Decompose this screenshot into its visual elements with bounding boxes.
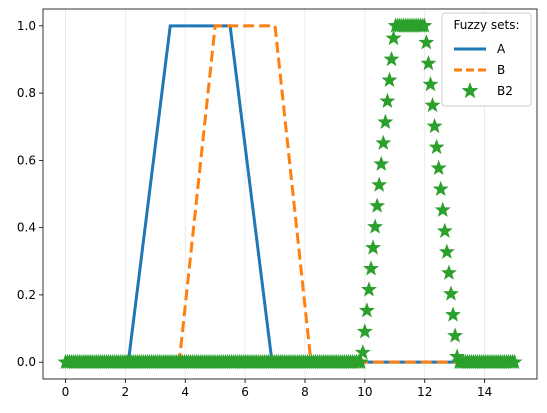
data-point [352, 353, 369, 369]
legend-label: B2 [497, 84, 513, 98]
y-tick-label: 0.4 [17, 221, 36, 235]
data-point [358, 302, 375, 318]
data-point [377, 113, 394, 129]
plot-series [57, 17, 523, 369]
legend-label: B [497, 63, 505, 77]
data-point [432, 180, 449, 196]
y-tick-label: 0.8 [17, 86, 36, 100]
data-point [375, 134, 392, 150]
plot-frame [42, 8, 538, 380]
legend-item-b: B [454, 63, 505, 77]
data-point [430, 159, 447, 176]
x-tick-label: 0 [62, 385, 70, 399]
data-point [361, 281, 377, 297]
legend-box [441, 12, 532, 107]
data-point [506, 353, 523, 369]
data-point [438, 243, 455, 259]
data-point [363, 260, 379, 276]
series-b2-markers [57, 17, 523, 369]
data-point [436, 222, 453, 238]
data-point [428, 138, 445, 155]
x-tick-label: 14 [477, 385, 492, 399]
legend-title: Fuzzy sets: [454, 18, 520, 32]
axes: 0 2 4 6 8 10 12 14 0.0 0.2 0.4 0.6 0.8 1.0 [17, 19, 492, 399]
legend-item-b2: B2 [461, 82, 513, 99]
x-tick-label: 8 [301, 385, 309, 399]
data-point [371, 176, 388, 192]
data-point [447, 327, 464, 343]
y-tick-label: 0.2 [17, 288, 36, 302]
data-point [445, 306, 461, 322]
data-point [373, 155, 390, 171]
legend: Fuzzy sets: AB B2 [441, 12, 532, 107]
data-point [385, 30, 402, 46]
x-tick-label: 10 [357, 385, 372, 399]
data-point [365, 239, 381, 255]
y-tick-label: 0.6 [17, 153, 36, 167]
data-point [434, 201, 451, 217]
legend-star-icon [461, 82, 479, 99]
data-point [356, 323, 373, 339]
x-tick-label: 6 [241, 385, 249, 399]
data-point [383, 50, 400, 67]
x-tick-label: 2 [122, 385, 130, 399]
data-point [369, 197, 386, 213]
data-point [443, 285, 459, 301]
data-point [426, 117, 443, 134]
data-point [420, 55, 437, 71]
data-point [379, 92, 396, 108]
data-point [416, 17, 433, 33]
y-tick-label: 1.0 [17, 19, 36, 33]
x-tick-label: 12 [417, 385, 432, 399]
data-point [424, 97, 441, 113]
y-tick-label: 0.0 [17, 355, 36, 369]
data-point [367, 218, 384, 234]
data-point [418, 34, 435, 50]
data-point [422, 76, 439, 92]
data-point [381, 71, 398, 88]
legend-label: A [497, 42, 506, 56]
data-point [354, 344, 371, 360]
x-tick-label: 4 [181, 385, 189, 399]
data-point [440, 264, 457, 280]
legend-item-a: A [454, 42, 506, 56]
